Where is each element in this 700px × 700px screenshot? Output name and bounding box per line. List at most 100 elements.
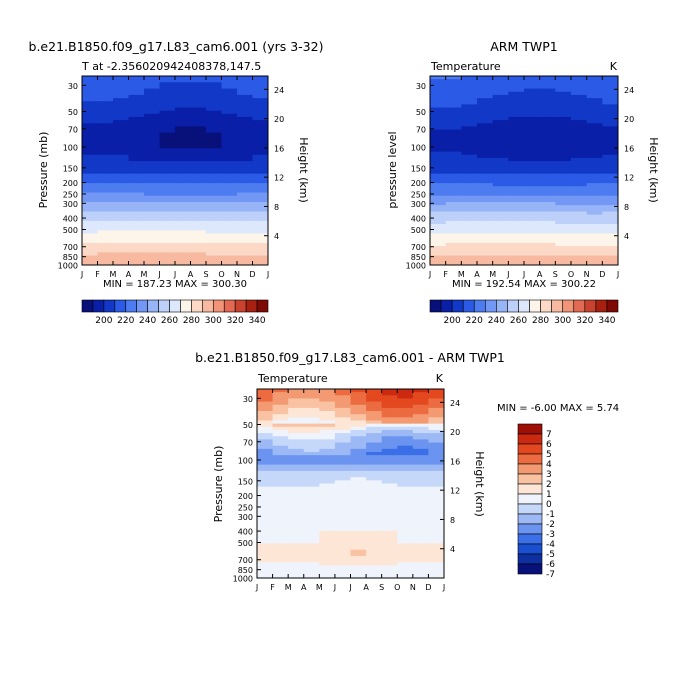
- panel-obs-field-cell: [586, 161, 603, 165]
- panel-diff-field-cell: [381, 467, 398, 472]
- panel-model-field-cell: [82, 88, 99, 93]
- panel-model-field-cell: [252, 217, 268, 222]
- panel-obs-field-cell: [461, 202, 478, 206]
- panel-obs-field-cell: [586, 91, 603, 96]
- panel-model-field-cell: [175, 249, 192, 253]
- panel-model-minmax: MIN = 187.23 MAX = 300.30: [103, 279, 247, 290]
- panel-diff-field-cell: [257, 486, 274, 491]
- panel-obs-pressure-tick-label: 200: [411, 179, 426, 188]
- panel-diff-field-cell: [428, 521, 444, 526]
- panel-model-field-cell: [206, 252, 223, 257]
- panel-model-field-cell: [144, 208, 161, 213]
- panel-model-pressure-tick-label: 150: [63, 164, 78, 173]
- panel-diff-field-cell: [272, 417, 289, 422]
- panel-obs-field-cell: [524, 161, 541, 165]
- panel-obs-field-cell: [555, 167, 572, 172]
- panel-model-field-cell: [97, 261, 114, 265]
- panel-model-field-cell: [175, 227, 192, 231]
- panel-obs-field-cell: [586, 233, 603, 238]
- panel-obs-field-cell: [445, 161, 462, 165]
- panel-diff-field-cell: [366, 518, 383, 522]
- panel-obs-field-cell: [571, 142, 588, 146]
- panel-obs-field-cell: [539, 239, 556, 244]
- panel-model-field-cell: [190, 132, 207, 137]
- panel-obs-field-cell: [508, 179, 525, 184]
- panel-obs-field-cell: [524, 230, 541, 235]
- panel-model-field-cell: [128, 198, 145, 203]
- panel-obs-field-cell: [524, 261, 541, 265]
- panel-obs-field-cell: [586, 198, 603, 203]
- panel-model-field-cell: [144, 186, 161, 190]
- colorbar-diff-swatch: [517, 533, 543, 545]
- panel-model-field-cell: [221, 224, 238, 228]
- panel-diff-field-cell: [412, 511, 430, 516]
- panel-diff-field-cell: [319, 474, 336, 478]
- panel-model-field-cell: [144, 132, 161, 137]
- panel-obs-field-cell: [586, 173, 603, 178]
- panel-diff-field-cell: [288, 392, 305, 396]
- panel-obs-month-label: F: [443, 270, 448, 279]
- panel-model-field-cell: [159, 98, 176, 102]
- panel-obs-field-cell: [430, 167, 447, 172]
- panel-diff-field-cell: [412, 426, 430, 431]
- panel-model-field-cell: [82, 183, 99, 187]
- panel-diff-field-cell: [257, 549, 274, 554]
- panel-model-field-cell: [190, 126, 207, 131]
- panel-obs-field-cell: [602, 116, 618, 121]
- panel-diff-field-cell: [350, 398, 367, 403]
- panel-diff-field-cell: [412, 483, 430, 488]
- panel-diff-field-cell: [397, 470, 414, 475]
- panel-diff-field-cell: [272, 464, 289, 469]
- panel-model-field-cell: [97, 98, 114, 102]
- panel-model-field-cell: [113, 252, 130, 257]
- panel-diff-field-cell: [381, 562, 398, 566]
- panel-diff-field-cell: [397, 568, 414, 573]
- panel-model-field-cell: [82, 179, 99, 184]
- panel-model-field-cell: [175, 261, 192, 265]
- panel-model-field-cell: [252, 116, 268, 121]
- panel-obs-field-cell: [602, 161, 618, 165]
- panel-model-field-cell: [175, 224, 192, 228]
- panel-diff-field-cell: [350, 574, 367, 578]
- panel-model-field-cell: [82, 246, 99, 250]
- panel-diff-field-cell: [381, 524, 398, 529]
- panel-obs-field-cell: [430, 85, 447, 90]
- panel-diff-field-cell: [350, 552, 367, 557]
- panel-obs-field-cell: [586, 195, 603, 200]
- panel-diff-field-cell: [303, 395, 320, 400]
- panel-diff-field-cell: [257, 392, 274, 396]
- panel-obs-field-cell: [477, 176, 494, 181]
- panel-model-field-cell: [82, 167, 99, 172]
- panel-diff-field-cell: [288, 530, 305, 535]
- panel-diff-field-cell: [350, 458, 367, 463]
- panel-diff-height-tick-label: 16: [450, 457, 460, 466]
- panel-model-field-cell: [190, 239, 207, 244]
- panel-model-field-cell: [144, 220, 161, 225]
- panel-diff-field-cell: [397, 502, 414, 507]
- panel-diff-field-cell: [397, 389, 414, 393]
- panel-diff-field-cell: [350, 389, 367, 393]
- panel-obs-field-cell: [571, 98, 588, 102]
- panel-model-field-cell: [128, 183, 145, 187]
- panel-model-field-cell: [113, 186, 130, 190]
- panel-diff-field-cell: [366, 527, 383, 532]
- panel-diff-ylabel-right: Height (km): [473, 451, 486, 517]
- panel-diff-field-cell: [334, 407, 352, 412]
- panel-model-field-cell: [159, 246, 176, 250]
- panel-model-field-cell: [128, 211, 145, 216]
- panel-obs-field-cell: [539, 189, 556, 194]
- panel-diff-field-cell: [381, 477, 398, 481]
- panel-diff-field-cell: [334, 537, 352, 541]
- panel-diff-field-cell: [319, 492, 336, 497]
- panel-diff-field-cell: [350, 508, 367, 513]
- panel-diff-field-cell: [272, 433, 289, 437]
- panel-diff-field-cell: [381, 411, 398, 415]
- panel-model-field-cell: [206, 161, 223, 165]
- panel-diff-field-cell: [428, 455, 444, 459]
- panel-obs-field-cell: [461, 183, 478, 187]
- panel-diff-field-cell: [381, 442, 398, 447]
- panel-diff-field-cell: [428, 511, 444, 516]
- panel-diff-field-cell: [257, 492, 274, 497]
- panel-model-field-cell: [144, 164, 161, 168]
- panel-model-field-cell: [97, 227, 114, 231]
